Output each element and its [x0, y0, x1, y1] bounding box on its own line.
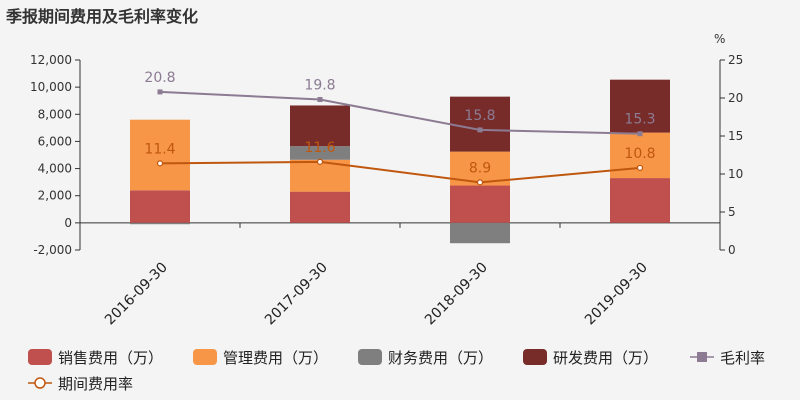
- bar-销售费用万: [290, 191, 350, 223]
- right-tick-label: 25: [728, 53, 743, 67]
- right-tick-label: 15: [728, 129, 743, 143]
- legend-swatch-1: [193, 349, 217, 365]
- legend-label-2: 财务费用（万）: [388, 349, 493, 367]
- chart-title: 季报期间费用及毛利率变化: [6, 7, 199, 26]
- marker-期间费用率: [476, 179, 484, 186]
- marker-毛利率: [637, 131, 643, 137]
- data-label-期间费用率: 11.4: [144, 141, 175, 157]
- data-label-期间费用率: 10.8: [624, 146, 655, 162]
- legend-label-3: 研发费用（万）: [553, 349, 658, 367]
- marker-毛利率: [157, 89, 163, 95]
- x-category-label: 2019-09-30: [582, 260, 651, 329]
- line-期间费用率: [159, 160, 641, 184]
- left-tick-label: 4,000: [38, 162, 72, 176]
- right-tick-label: 0: [728, 243, 736, 257]
- data-label-毛利率: 15.3: [624, 112, 655, 128]
- bar-研发费用万: [610, 79, 670, 133]
- marker-期间费用率: [316, 158, 324, 165]
- bar-财务费用万: [290, 146, 350, 160]
- legend-marker-4: [697, 352, 707, 362]
- bar-管理费用万: [130, 119, 190, 191]
- marker-期间费用率: [636, 164, 644, 172]
- data-label-期间费用率: 8.9: [469, 160, 491, 176]
- left-tick-label: 0: [64, 216, 72, 230]
- x-category-label: 2017-09-30: [262, 260, 331, 329]
- legend-label-0: 销售费用（万）: [58, 349, 163, 367]
- left-tick-label: -2,000: [33, 243, 72, 257]
- left-tick-label: 2,000: [38, 189, 72, 203]
- marker-毛利率: [317, 97, 323, 103]
- legend-swatch-3: [523, 349, 547, 365]
- bar-销售费用万: [130, 190, 190, 223]
- bar-财务费用万: [130, 222, 190, 225]
- data-label-毛利率: 19.8: [304, 78, 335, 94]
- legend-label-4: 毛利率: [720, 349, 765, 367]
- right-tick-label: 10: [728, 167, 743, 181]
- left-tick-label: 10,000: [30, 80, 72, 94]
- legend-label-5: 期间费用率: [58, 375, 133, 393]
- bar-研发费用万: [290, 105, 350, 147]
- left-tick-label: 12,000: [30, 53, 72, 67]
- bar-财务费用万: [450, 222, 510, 244]
- right-tick-label: 20: [728, 91, 743, 105]
- marker-期间费用率: [156, 160, 164, 167]
- data-label-期间费用率: 11.6: [304, 140, 335, 156]
- line-毛利率: [159, 90, 641, 135]
- legend-swatch-0: [28, 349, 52, 365]
- left-tick-label: 6,000: [38, 134, 72, 148]
- data-label-毛利率: 20.8: [144, 70, 175, 86]
- bar-销售费用万: [450, 185, 510, 223]
- marker-毛利率: [477, 127, 483, 133]
- legend-label-1: 管理费用（万）: [223, 349, 328, 367]
- legend-marker-5: [34, 377, 46, 389]
- left-tick-label: 8,000: [38, 107, 72, 121]
- legend-swatch-2: [358, 349, 382, 365]
- data-label-毛利率: 15.8: [464, 108, 495, 124]
- x-category-label: 2018-09-30: [422, 260, 491, 329]
- x-category-label: 2016-09-30: [102, 260, 171, 329]
- bar-研发费用万: [450, 96, 510, 152]
- right-tick-label: 5: [728, 205, 736, 219]
- bar-销售费用万: [610, 178, 670, 223]
- right-axis-unit: %: [714, 32, 725, 46]
